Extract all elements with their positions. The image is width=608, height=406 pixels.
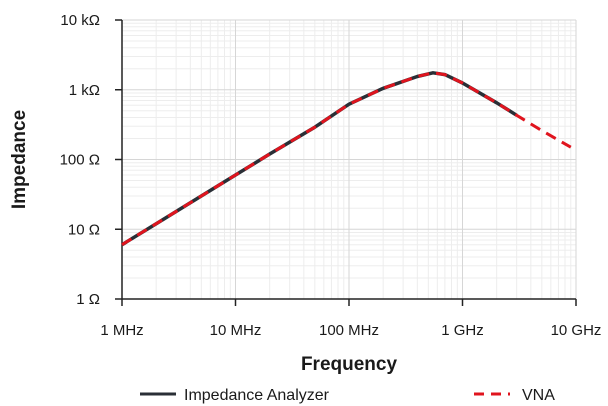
y-tick-label: 1 Ω	[76, 291, 100, 308]
y-tick-label: 10 kΩ	[60, 12, 100, 29]
x-tick-label: 1 GHz	[441, 322, 484, 339]
y-tick-labels: 1 Ω 10 Ω 100 Ω 1 kΩ 10 kΩ	[60, 12, 100, 308]
series-lines	[121, 71, 572, 247]
y-tick-label: 100 Ω	[60, 152, 100, 169]
x-tick-label: 1 MHz	[100, 322, 143, 339]
legend-label: VNA	[522, 387, 555, 404]
axes	[115, 19, 577, 306]
legend-label: Impedance Analyzer	[184, 387, 330, 404]
y-tick-label: 10 Ω	[68, 221, 100, 238]
y-tick-label: 1 kΩ	[69, 82, 100, 99]
x-axis-title: Frequency	[301, 354, 398, 375]
x-tick-label: 100 MHz	[319, 322, 379, 339]
x-tick-labels: 1 MHz 10 MHz 100 MHz 1 GHz 10 GHz	[100, 322, 601, 339]
legend: Impedance Analyzer VNA	[140, 387, 555, 404]
series-line-vna	[121, 71, 572, 246]
y-axis-title: Impedance	[9, 110, 30, 209]
x-tick-label: 10 MHz	[210, 322, 262, 339]
x-tick-label: 10 GHz	[551, 322, 602, 339]
